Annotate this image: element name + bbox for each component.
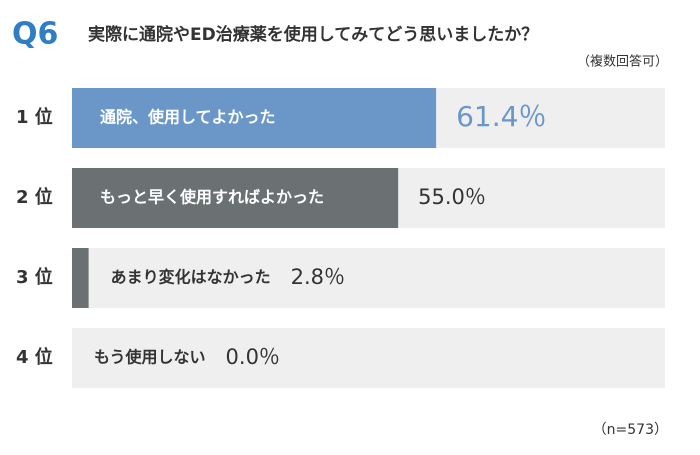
rank-label: 2 位	[16, 186, 53, 208]
rank-label: 4 位	[16, 346, 53, 368]
bar-track	[72, 248, 665, 308]
rank-label: 3 位	[16, 266, 53, 288]
bar	[72, 248, 89, 308]
chart-subtitle: （複数回答可）	[577, 54, 668, 70]
category-label: もう使用しない	[94, 348, 206, 367]
category-label: あまり変化はなかった	[111, 268, 271, 287]
category-label: もっと早く使用すればよかった	[100, 188, 324, 207]
bar-track	[72, 328, 665, 388]
value-label: 55.0％	[418, 185, 486, 209]
rank-label: 1 位	[16, 106, 53, 128]
value-label: 2.8％	[291, 265, 345, 289]
question-label: Q6	[12, 17, 58, 52]
bar	[72, 168, 399, 228]
value-label: 0.0％	[226, 345, 280, 369]
sample-note: （n=573）	[593, 422, 668, 438]
chart-title: 実際に通院やED治療薬を使用してみてどう思いましたか？	[88, 24, 538, 45]
value-label: 61.4％	[456, 100, 546, 133]
category-label: 通院、使用してよかった	[100, 108, 276, 127]
bar	[72, 88, 437, 148]
